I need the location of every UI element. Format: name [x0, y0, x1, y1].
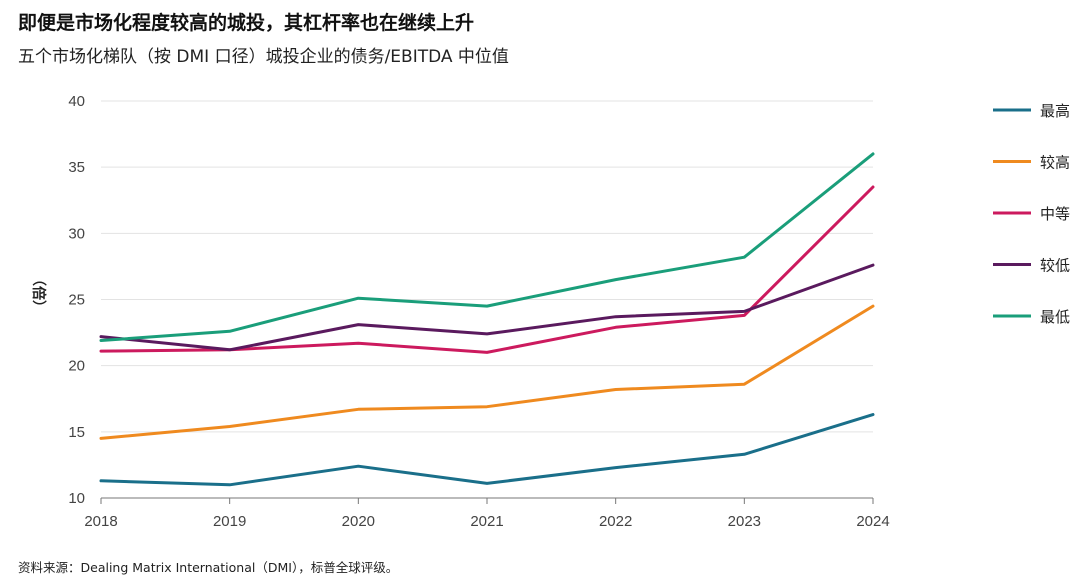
y-tick-label: 20	[68, 358, 85, 375]
x-tick-label: 2021	[470, 513, 503, 530]
source-note: 资料来源：Dealing Matrix International（DMI），标…	[18, 560, 399, 575]
series-line-较高	[99, 304, 875, 440]
legend-label: 中等	[1040, 205, 1070, 223]
y-tick-label: 30	[68, 225, 85, 242]
y-tick-label: 35	[68, 159, 85, 176]
legend-label: 最低	[1040, 308, 1070, 326]
x-tick-label: 2022	[599, 513, 632, 530]
series-line-最低	[99, 152, 875, 342]
legend-item: 较高	[993, 154, 1070, 172]
y-tick-label: 25	[68, 292, 85, 309]
legend-item: 中等	[993, 205, 1070, 223]
legend-item: 最高	[993, 102, 1070, 120]
y-axis-ticks: 10 15 20 25 30 35 40	[68, 93, 85, 507]
y-tick-label: 10	[68, 490, 85, 507]
legend-label: 最高	[1040, 102, 1070, 120]
y-tick-label: 15	[68, 424, 85, 441]
gridlines	[101, 100, 873, 499]
legend-label: 较低	[1040, 257, 1070, 275]
series-line-较低	[99, 263, 875, 352]
legend-label: 较高	[1040, 154, 1070, 172]
legend-item: 较低	[993, 257, 1070, 275]
y-tick-label: 40	[68, 93, 85, 110]
chart-subtitle: 五个市场化梯队（按 DMI 口径）城投企业的债务/EBITDA 中位值	[18, 47, 509, 67]
series-line-最高	[99, 413, 875, 487]
x-tick-label: 2023	[728, 513, 761, 530]
legend-item: 最低	[993, 308, 1070, 326]
x-tick-label: 2024	[856, 513, 889, 530]
x-tick-label: 2020	[342, 513, 375, 530]
x-tick-label: 2018	[84, 513, 117, 530]
x-tick-label: 2019	[213, 513, 246, 530]
y-axis-label: （倍）	[30, 272, 47, 314]
chart-title: 即便是市场化程度较高的城投，其杠杆率也在继续上升	[18, 12, 475, 34]
series-line-中等	[99, 185, 875, 354]
series-lines	[99, 152, 875, 487]
x-axis-ticks: 2018 2019 2020 2021 2022 2023 2024	[84, 498, 890, 530]
